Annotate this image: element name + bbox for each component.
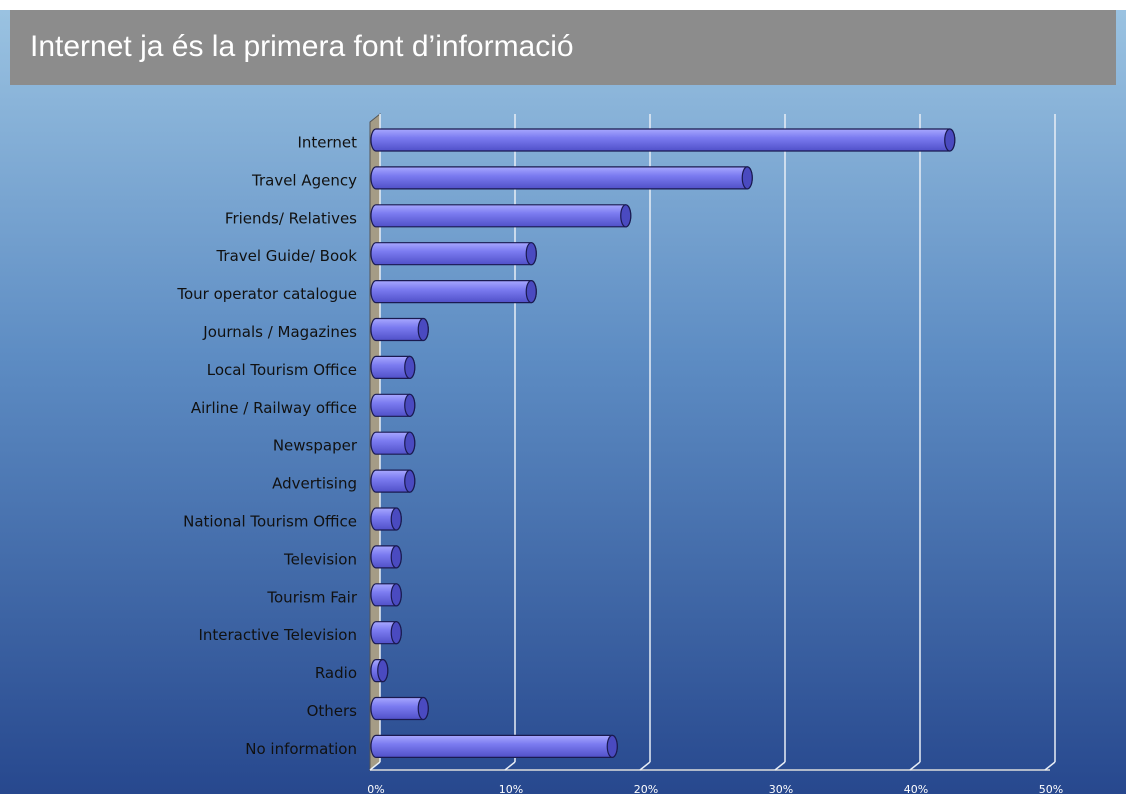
grid-foot xyxy=(774,761,786,771)
bar-cap xyxy=(404,393,416,417)
grid-foot xyxy=(1044,761,1056,771)
y-tick-label: National Tourism Office xyxy=(183,513,357,531)
y-tick-label: Journals / Magazines xyxy=(202,323,357,341)
y-tick-label: Travel Agency xyxy=(251,171,357,189)
bar-cap xyxy=(620,204,632,228)
y-tick-label: Advertising xyxy=(272,475,357,493)
y-tick-label: Airline / Railway office xyxy=(191,399,357,417)
bar xyxy=(370,734,618,758)
bar-cap xyxy=(390,621,402,645)
bar-cap xyxy=(525,280,537,304)
y-tick-label: Tour operator catalogue xyxy=(176,285,357,303)
y-tick-label: Television xyxy=(283,550,357,568)
bar-cap xyxy=(404,431,416,455)
bar-cap xyxy=(741,166,753,190)
y-tick-label: Friends/ Relatives xyxy=(225,209,357,227)
y-tick-label: Others xyxy=(307,702,358,720)
title-bar xyxy=(10,10,1116,85)
grid-foot xyxy=(369,761,381,771)
bar-cap xyxy=(390,507,402,531)
bar-cap xyxy=(390,545,402,569)
x-tick-label: 0% xyxy=(367,783,384,794)
x-tick-label: 40% xyxy=(904,783,928,794)
bar xyxy=(370,128,956,152)
grid-foot xyxy=(504,761,516,771)
bar-cap xyxy=(417,696,429,721)
bar-cap xyxy=(606,734,618,759)
grid-foot xyxy=(639,761,651,771)
top-strip xyxy=(0,0,1126,10)
bar-cap xyxy=(525,242,537,266)
y-tick-label: Newspaper xyxy=(273,437,358,455)
x-tick-label: 50% xyxy=(1039,783,1063,794)
bar xyxy=(370,166,753,190)
chart-title: Internet ja és la primera font d’informa… xyxy=(30,30,574,63)
bar-cap xyxy=(944,128,956,152)
bar xyxy=(370,280,537,304)
bar-cap xyxy=(404,355,416,379)
bar xyxy=(370,204,632,228)
x-tick-label: 30% xyxy=(769,783,793,794)
grid-foot xyxy=(909,761,921,771)
y-tick-label: Interactive Television xyxy=(198,626,357,644)
x-tick-label: 20% xyxy=(634,783,658,794)
bar xyxy=(370,242,537,266)
y-tick-label: Tourism Fair xyxy=(266,588,357,606)
bar-cap xyxy=(404,469,416,493)
y-tick-label: No information xyxy=(245,740,357,758)
y-tick-label: Radio xyxy=(315,664,357,682)
x-tick-label: 10% xyxy=(499,783,523,794)
bar-cap xyxy=(377,658,389,683)
bar-cap xyxy=(417,317,429,342)
y-tick-label: Internet xyxy=(297,134,357,152)
y-tick-label: Local Tourism Office xyxy=(207,361,357,379)
y-tick-label: Travel Guide/ Book xyxy=(215,247,357,265)
bar-cap xyxy=(390,583,402,607)
